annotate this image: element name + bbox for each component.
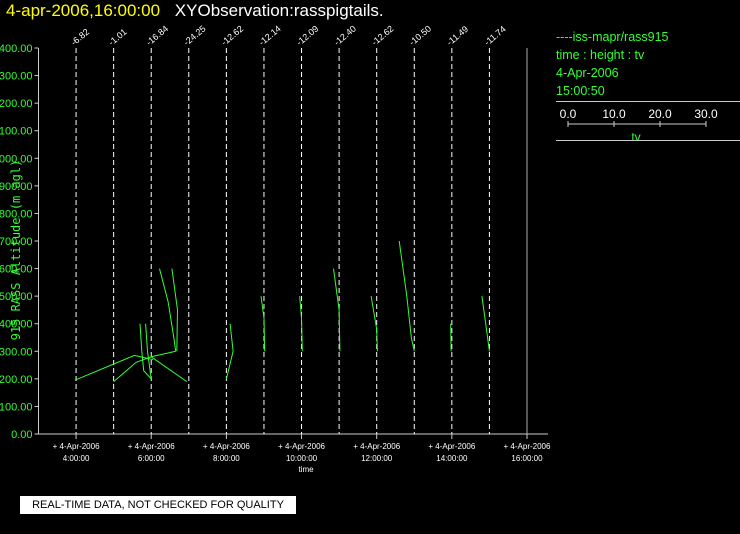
tv-scale: 0.0 10.0 20.0 30.0 tv: [560, 107, 718, 144]
profile-label: -1.01: [107, 27, 129, 48]
x-tick-date-label: + 4-Apr-2006: [504, 442, 551, 451]
profile-trace: [145, 323, 152, 379]
tv-scale-tick-label: 20.0: [648, 107, 672, 121]
y-tick-label: 300.00: [0, 346, 33, 358]
tv-scale-tick-label: 30.0: [694, 107, 718, 121]
x-tick-date-label: + 4-Apr-2006: [53, 442, 100, 451]
profile-label: -10.50: [407, 23, 433, 47]
y-tick-label: 900.00: [0, 181, 33, 193]
title-observation: XYObservation:rasspigtails.: [174, 1, 384, 20]
y-axis-label: 915 RASS Altitude (m agl): [9, 160, 23, 341]
profile-trace: [333, 268, 341, 352]
y-tick-label: 500.00: [0, 291, 33, 303]
tv-scale-tick-label: 10.0: [602, 107, 626, 121]
x-tick-date-label: + 4-Apr-2006: [353, 442, 400, 451]
y-tick-label: 700.00: [0, 236, 33, 248]
x-tick-date-label: + 4-Apr-2006: [128, 442, 175, 451]
profile-label: -12.09: [294, 23, 320, 47]
y-tick-label: 1200.00: [0, 98, 33, 110]
y-tick-label: 1400.00: [0, 43, 33, 55]
legend-divider-top: [556, 101, 740, 102]
y-tick-label: 800.00: [0, 208, 33, 220]
y-tick-label: 0.00: [11, 429, 32, 441]
quality-notice: REAL-TIME DATA, NOT CHECKED FOR QUALITY: [20, 496, 296, 514]
x-tick-time-label: 12:00:00: [361, 454, 393, 463]
x-tick-date-label: + 4-Apr-2006: [428, 442, 475, 451]
profile-label: -11.74: [482, 24, 507, 48]
x-tick-date-label: + 4-Apr-2006: [278, 442, 325, 451]
x-axis-label: time: [298, 465, 314, 474]
profile-trace: [159, 268, 177, 352]
x-tick-time-label: 16:00:00: [511, 454, 543, 463]
x-tick-time-label: 8:00:00: [213, 454, 240, 463]
y-tick-label: 600.00: [0, 264, 33, 276]
profile-trace: [398, 240, 415, 352]
legend-fields: time : height : tv: [556, 48, 645, 62]
data-series: [74, 240, 490, 383]
profile-trace: [225, 323, 234, 380]
profile-time-lines: -6.82 -1.01 -16.84 -24.25 -12.62 -12.14 -12.09…: [69, 23, 528, 434]
profile-trace: [171, 268, 179, 352]
profile-label: -16.84: [144, 23, 170, 47]
y-tick-label: 1100.00: [0, 126, 33, 138]
tv-scale-label: tv: [631, 130, 640, 144]
title-date-time: 4-apr-2006,16:00:00: [6, 1, 161, 20]
y-tick-label: 200.00: [0, 374, 33, 386]
profile-trace: [151, 350, 176, 358]
profile-trace: [370, 296, 378, 352]
tv-scale-tick-label: 0.0: [560, 107, 577, 121]
chart-title: 4-apr-2006,16:00:00 XYObservation:rasspi…: [6, 1, 384, 23]
profile-label: -6.82: [69, 27, 91, 48]
profile-label: -12.62: [219, 23, 245, 47]
x-tick-date-label: + 4-Apr-2006: [203, 442, 250, 451]
profile-trace: [139, 323, 152, 380]
profile-trace: [481, 296, 490, 352]
legend-date: 4-Apr-2006: [556, 66, 619, 80]
y-tick-label: 1300.00: [0, 71, 33, 83]
x-tick-time-label: 4:00:00: [63, 454, 90, 463]
y-tick-label: 400.00: [0, 319, 33, 331]
legend-time: 15:00:50: [556, 84, 605, 98]
axes: 0.00 100.00 200.00 300.00 400.00 500.00 600.00…: [0, 43, 551, 463]
x-tick-time-label: 10:00:00: [286, 454, 318, 463]
profile-trace: [299, 296, 303, 352]
y-tick-label: 100.00: [0, 401, 33, 413]
profile-trace: [113, 356, 188, 383]
x-tick-time-label: 14:00:00: [436, 454, 468, 463]
y-tick-label: 1000.00: [0, 153, 33, 165]
x-tick-time-label: 6:00:00: [138, 454, 165, 463]
profile-trace: [260, 296, 266, 352]
legend-series: ----iss-mapr/rass915: [556, 30, 669, 44]
profile-label: -12.14: [257, 23, 283, 47]
profile-label: -12.40: [332, 23, 358, 47]
legend-divider-bottom: [556, 140, 740, 141]
profile-label: -12.62: [370, 23, 396, 47]
profile-label: -24.25: [182, 23, 208, 47]
profile-label: -11.49: [445, 24, 470, 48]
